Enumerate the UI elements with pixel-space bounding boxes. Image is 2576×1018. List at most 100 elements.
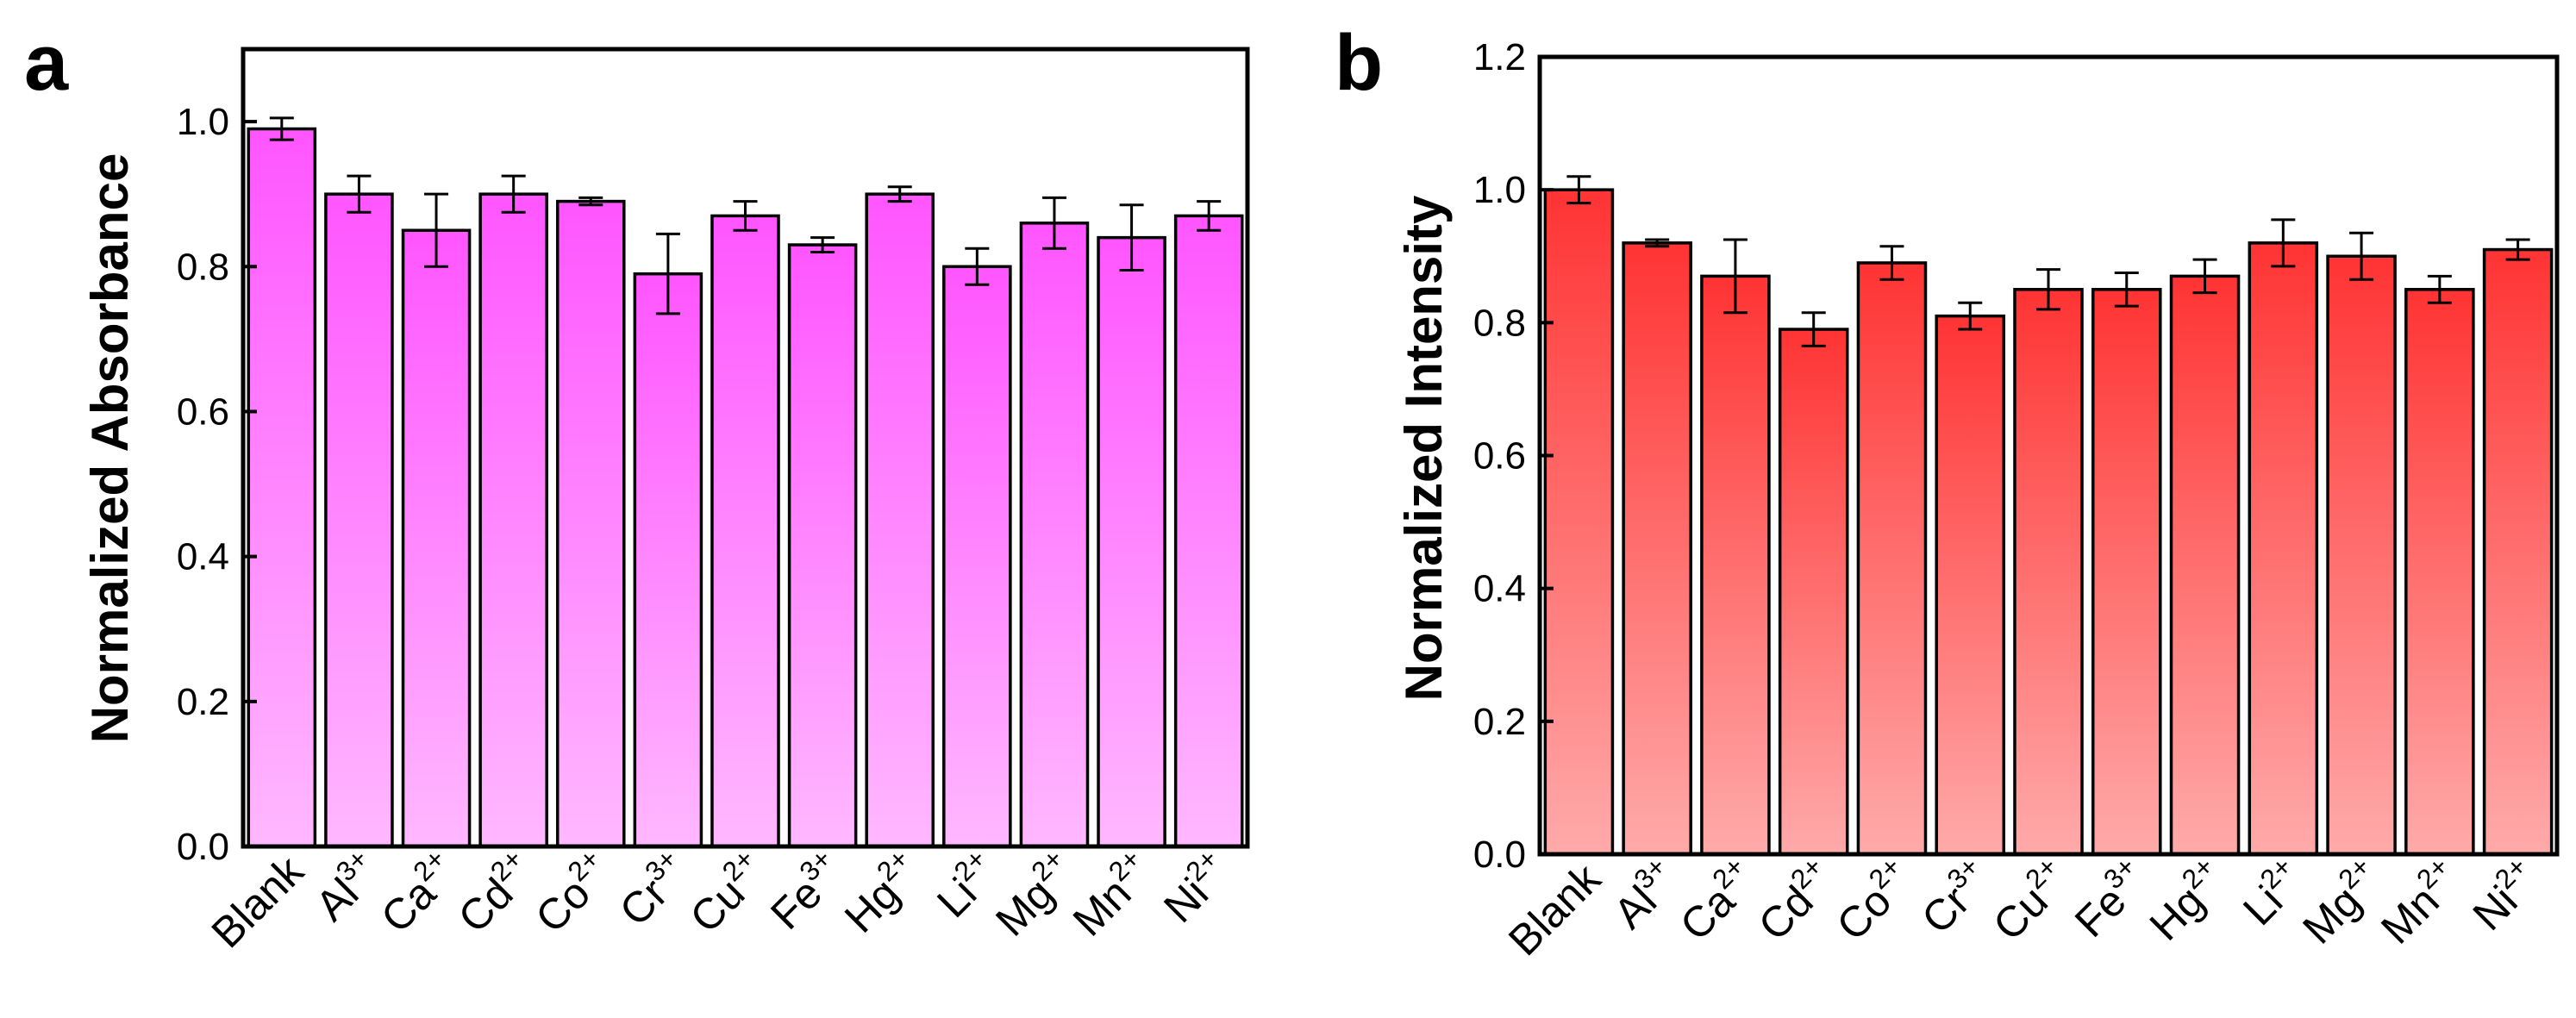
x-tick-charge: 2+ — [716, 843, 760, 887]
bar — [2248, 241, 2319, 856]
error-bar — [2192, 258, 2217, 295]
bar — [478, 192, 548, 848]
y-tick-label: 0.2 — [1473, 701, 1526, 743]
y-tick-label: 0.0 — [177, 826, 229, 868]
error-bar — [2505, 238, 2530, 261]
error-bar — [1041, 196, 1066, 250]
y-tick-label: 0.2 — [177, 681, 229, 723]
x-tick-label: Ni2+ — [2460, 851, 2548, 940]
bar — [1019, 222, 1090, 848]
panel-label-a: a — [24, 19, 69, 107]
x-tick-label: Ni2+ — [1151, 843, 1240, 932]
bar — [710, 214, 780, 848]
error-bar — [578, 196, 603, 207]
y-axis-label-b: Normalized Intensity — [1395, 195, 1453, 701]
x-tick-charge: 2+ — [1179, 843, 1223, 887]
y-tick-labels-b: 0.0 0.2 0.4 0.6 0.8 1.0 1.2 — [1473, 36, 1554, 876]
x-tick-charge: 2+ — [1706, 851, 1750, 895]
x-tick-labels-a: BlankAl3+Ca2+Cd2+Co2+Cr3+Cu2+Fe3+Hg2+Li2… — [203, 843, 1240, 957]
x-tick-charge: 2+ — [485, 843, 528, 887]
error-bar — [269, 116, 294, 141]
bar — [942, 265, 1012, 848]
bar — [865, 192, 935, 848]
y-tick-label: 0.6 — [1473, 435, 1526, 478]
bar — [1543, 188, 1615, 856]
error-bar — [965, 247, 990, 286]
error-bar — [2427, 274, 2452, 304]
error-bar — [1197, 200, 1222, 232]
x-tick-charge: 2+ — [1785, 851, 1829, 895]
x-tick-charge: 2+ — [2332, 851, 2376, 895]
x-tick-label: Mn2+ — [1060, 843, 1163, 946]
error-bar — [1958, 301, 1983, 331]
chart-panel-b: b Normalized Intensity 0.0 0.2 0.4 0.6 0.8 1.… — [1335, 19, 2560, 965]
x-tick-label: Fe3+ — [2062, 851, 2158, 946]
bar — [2482, 247, 2554, 856]
x-tick-charge: 2+ — [1025, 843, 1069, 887]
x-tick-charge: 2+ — [1863, 851, 1907, 895]
bar — [2326, 254, 2397, 856]
x-tick-label: Mg2+ — [983, 843, 1085, 946]
bar — [2404, 288, 2475, 856]
x-tick-label: Fe3+ — [758, 843, 853, 939]
x-tick-label: Cu2+ — [1980, 851, 2079, 950]
y-axis-label-a: Normalized Absorbance — [81, 153, 139, 744]
bar-series-a — [247, 116, 1244, 848]
error-bar — [1645, 238, 1670, 248]
y-tick-label: 1.0 — [177, 101, 229, 143]
x-tick-charge: 2+ — [1103, 843, 1147, 887]
x-tick-charge: 3+ — [1628, 851, 1672, 895]
y-tick-label: 0.6 — [177, 390, 229, 433]
error-bar — [2349, 231, 2374, 281]
y-tick-label: 0.4 — [1473, 568, 1526, 610]
x-tick-charge: 3+ — [330, 843, 374, 887]
bar — [1935, 314, 2006, 856]
bar — [1856, 261, 1928, 856]
x-tick-label: Ca2+ — [1667, 851, 1766, 950]
bar — [324, 192, 394, 848]
x-tick-charge: 2+ — [2410, 851, 2454, 895]
x-tick-label: Co2+ — [522, 843, 622, 942]
bar — [2013, 288, 2084, 856]
error-bar — [1801, 311, 1826, 347]
bar — [1173, 214, 1244, 848]
y-tick-label: 0.8 — [1473, 302, 1526, 344]
bar — [787, 243, 858, 848]
bar — [1700, 274, 1771, 856]
x-tick-label: Hg2+ — [2136, 851, 2235, 950]
bar-series-b — [1543, 175, 2554, 856]
x-tick-label: Cr3+ — [1909, 851, 2001, 943]
chart-panel-a: a Normalized Absorbance 0.0 0.2 0.4 0.6 0.8 1… — [24, 19, 1250, 957]
x-tick-label: Al3+ — [1601, 851, 1688, 938]
x-tick-label: Hg2+ — [832, 843, 931, 942]
x-tick-charge: 2+ — [947, 843, 991, 887]
bar — [401, 228, 472, 848]
y-tick-label: 1.2 — [1473, 36, 1526, 78]
error-bar — [887, 185, 912, 203]
x-tick-charge: 3+ — [1941, 851, 1985, 895]
x-tick-charge: 2+ — [561, 843, 605, 887]
x-tick-charge: 2+ — [2489, 851, 2533, 895]
error-bar — [347, 174, 372, 214]
y-tick-label: 0.8 — [177, 246, 229, 288]
x-tick-charge: 3+ — [793, 843, 837, 887]
error-bar — [501, 174, 526, 214]
bar — [633, 272, 703, 848]
x-tick-charge: 3+ — [2098, 851, 2141, 895]
bar — [1778, 328, 1849, 856]
x-tick-label: Cd2+ — [446, 843, 545, 942]
x-tick-charge: 2+ — [2176, 851, 2220, 895]
x-tick-label: Ca2+ — [368, 843, 467, 942]
x-tick-label: Cu2+ — [677, 843, 776, 942]
error-bar — [1723, 238, 1748, 315]
y-tick-label: 1.0 — [1473, 169, 1526, 211]
error-bar — [810, 236, 835, 253]
x-tick-charge: 2+ — [407, 843, 451, 887]
plot-frame-b — [1537, 54, 2560, 857]
error-bar — [1879, 245, 1904, 281]
error-bar — [733, 200, 758, 232]
error-bar — [2271, 218, 2296, 268]
x-tick-label: Al3+ — [303, 843, 390, 930]
error-bar — [2114, 272, 2139, 308]
